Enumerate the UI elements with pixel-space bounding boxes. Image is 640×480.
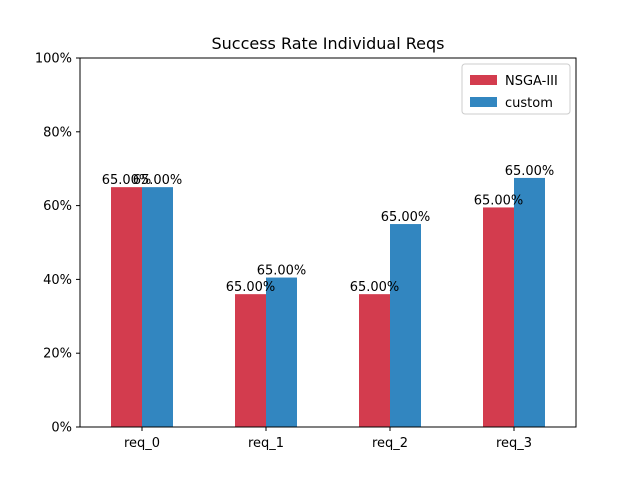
bar-nsga-iii-req-3 — [483, 207, 514, 427]
y-tick-label: 100% — [35, 52, 72, 67]
bar-custom-req-1 — [266, 277, 297, 427]
x-tick-label: req_3 — [496, 436, 532, 451]
data-label: 65.00% — [350, 280, 400, 295]
x-axis: req_0 req_1 req_2 req_3 — [124, 427, 532, 451]
data-labels-layer: 65.00%65.00%65.00%65.00%65.00%65.00%65.0… — [102, 164, 555, 295]
data-label: 65.00% — [381, 210, 431, 225]
y-axis: 0% 20% 40% 60% 80% 100% — [35, 52, 80, 436]
bars-layer — [111, 177, 545, 427]
x-tick-label: req_2 — [372, 436, 408, 451]
y-tick-label: 80% — [43, 125, 72, 140]
bar-custom-req-2 — [390, 224, 421, 427]
bar-nsga-iii-req-2 — [359, 294, 390, 427]
bar-nsga-iii-req-1 — [235, 294, 266, 427]
plot-frame — [79, 57, 577, 428]
legend-swatch — [470, 75, 497, 85]
bar-custom-req-3 — [514, 177, 545, 427]
bar-custom-req-0 — [142, 187, 173, 427]
legend: NSGA-III custom — [461, 63, 571, 115]
data-label: 65.00% — [102, 173, 152, 188]
y-tick-label: 20% — [43, 347, 72, 362]
bar-nsga-iii-req-0 — [111, 187, 142, 427]
y-tick-label: 60% — [43, 199, 72, 214]
data-label: 65.00% — [133, 173, 183, 188]
x-tick-label: req_1 — [248, 436, 284, 451]
x-tick-label: req_0 — [124, 436, 160, 451]
data-label: 65.00% — [474, 193, 524, 208]
data-label: 65.00% — [257, 264, 307, 279]
legend-label: custom — [505, 96, 553, 111]
legend-swatch — [470, 97, 497, 107]
chart-title: Success Rate Individual Reqs — [211, 34, 444, 53]
data-label: 65.00% — [226, 280, 276, 295]
y-tick-label: 0% — [51, 421, 72, 436]
y-tick-label: 40% — [43, 273, 72, 288]
data-label: 65.00% — [505, 164, 555, 179]
legend-label: NSGA-III — [505, 74, 558, 89]
